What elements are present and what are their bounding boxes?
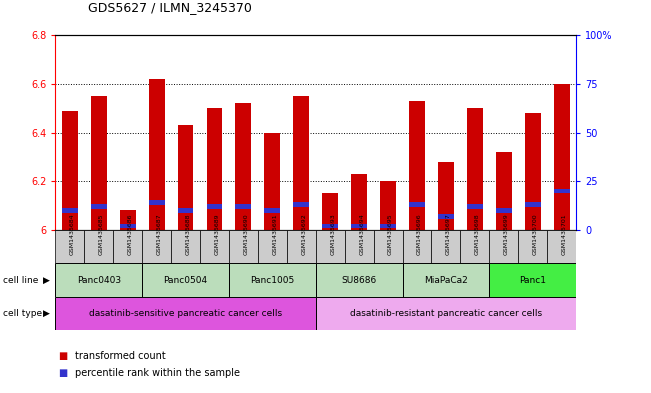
FancyBboxPatch shape	[490, 230, 518, 263]
Text: ▶: ▶	[43, 309, 50, 318]
Text: cell type: cell type	[3, 309, 42, 318]
Text: SU8686: SU8686	[342, 275, 377, 285]
Bar	[496, 208, 512, 213]
Bar	[206, 204, 223, 209]
Bar	[236, 103, 251, 230]
Bar	[178, 208, 193, 213]
Bar	[554, 189, 570, 193]
Text: dasatinib-resistant pancreatic cancer cells: dasatinib-resistant pancreatic cancer ce…	[350, 309, 542, 318]
Text: GSM1435690: GSM1435690	[243, 213, 249, 255]
FancyBboxPatch shape	[432, 230, 460, 263]
Text: MiaPaCa2: MiaPaCa2	[424, 275, 468, 285]
Bar	[351, 174, 367, 230]
FancyBboxPatch shape	[344, 230, 374, 263]
Bar	[62, 208, 77, 213]
Bar	[264, 208, 281, 213]
Bar	[322, 193, 338, 230]
FancyBboxPatch shape	[55, 263, 142, 297]
Bar	[467, 108, 483, 230]
Bar	[236, 204, 251, 209]
Text: GSM1435697: GSM1435697	[446, 213, 451, 255]
Bar	[294, 96, 309, 230]
FancyBboxPatch shape	[200, 230, 229, 263]
Text: GSM1435685: GSM1435685	[99, 213, 104, 255]
Text: cell line: cell line	[3, 275, 38, 285]
Bar	[178, 125, 193, 230]
Bar	[496, 152, 512, 230]
FancyBboxPatch shape	[142, 230, 171, 263]
FancyBboxPatch shape	[258, 230, 287, 263]
FancyBboxPatch shape	[547, 230, 576, 263]
Text: GSM1435691: GSM1435691	[272, 213, 277, 255]
Text: GSM1435687: GSM1435687	[157, 213, 161, 255]
Bar	[120, 210, 135, 230]
Bar	[438, 214, 454, 219]
Text: GSM1435694: GSM1435694	[359, 213, 364, 255]
Text: GSM1435700: GSM1435700	[533, 213, 538, 255]
FancyBboxPatch shape	[490, 263, 576, 297]
Bar	[380, 181, 396, 230]
Text: GDS5627 / ILMN_3245370: GDS5627 / ILMN_3245370	[88, 1, 252, 14]
Bar	[525, 202, 541, 207]
FancyBboxPatch shape	[113, 230, 142, 263]
Bar	[525, 113, 541, 230]
FancyBboxPatch shape	[142, 263, 229, 297]
Bar	[351, 224, 367, 228]
Bar	[322, 224, 338, 228]
Bar	[294, 202, 309, 207]
FancyBboxPatch shape	[518, 230, 547, 263]
FancyBboxPatch shape	[55, 230, 84, 263]
Text: Panc0504: Panc0504	[163, 275, 208, 285]
Text: percentile rank within the sample: percentile rank within the sample	[75, 368, 240, 378]
Bar	[438, 162, 454, 230]
Bar	[62, 111, 77, 230]
Text: GSM1435684: GSM1435684	[70, 213, 75, 255]
Bar	[409, 101, 425, 230]
Bar	[467, 204, 483, 209]
Text: GSM1435701: GSM1435701	[562, 213, 566, 255]
FancyBboxPatch shape	[374, 230, 402, 263]
FancyBboxPatch shape	[229, 230, 258, 263]
Bar	[120, 224, 135, 228]
Text: Panc0403: Panc0403	[77, 275, 121, 285]
Text: GSM1435686: GSM1435686	[128, 213, 133, 255]
FancyBboxPatch shape	[171, 230, 200, 263]
Text: transformed count: transformed count	[75, 351, 165, 361]
FancyBboxPatch shape	[316, 230, 344, 263]
FancyBboxPatch shape	[55, 297, 316, 330]
Text: GSM1435699: GSM1435699	[504, 213, 509, 255]
FancyBboxPatch shape	[229, 263, 316, 297]
Text: ■: ■	[59, 368, 68, 378]
Text: ▶: ▶	[43, 275, 50, 285]
Bar	[554, 84, 570, 230]
Text: GSM1435693: GSM1435693	[330, 213, 335, 255]
Bar	[148, 79, 165, 230]
Text: dasatinib-sensitive pancreatic cancer cells: dasatinib-sensitive pancreatic cancer ce…	[89, 309, 282, 318]
Bar	[264, 132, 281, 230]
FancyBboxPatch shape	[402, 230, 432, 263]
Bar	[90, 96, 107, 230]
Text: GSM1435698: GSM1435698	[475, 213, 480, 255]
Text: ■: ■	[59, 351, 68, 361]
Text: GSM1435695: GSM1435695	[388, 213, 393, 255]
FancyBboxPatch shape	[460, 230, 490, 263]
FancyBboxPatch shape	[316, 263, 402, 297]
Bar	[380, 224, 396, 228]
Text: GSM1435692: GSM1435692	[301, 213, 306, 255]
Text: GSM1435689: GSM1435689	[214, 213, 219, 255]
Bar	[148, 200, 165, 205]
FancyBboxPatch shape	[287, 230, 316, 263]
Bar	[206, 108, 223, 230]
Text: GSM1435688: GSM1435688	[186, 213, 191, 255]
Bar	[90, 204, 107, 209]
Bar	[409, 202, 425, 207]
FancyBboxPatch shape	[84, 230, 113, 263]
FancyBboxPatch shape	[402, 263, 490, 297]
Text: Panc1: Panc1	[519, 275, 546, 285]
FancyBboxPatch shape	[316, 297, 576, 330]
Text: Panc1005: Panc1005	[250, 275, 294, 285]
Text: GSM1435696: GSM1435696	[417, 213, 422, 255]
